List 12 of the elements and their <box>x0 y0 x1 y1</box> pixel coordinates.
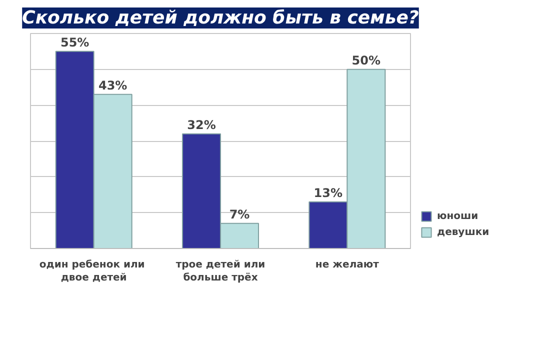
x-tick-label: один ребенок или двое детей <box>39 260 145 284</box>
x-tick-label: трое детей или больше трёх <box>176 260 266 284</box>
data-label: 32% <box>187 118 216 132</box>
data-label: 13% <box>314 186 343 200</box>
legend-label: юноши <box>437 210 478 222</box>
legend-label: девушки <box>437 226 490 238</box>
data-label: 50% <box>352 53 381 68</box>
chart-title: Сколько детей должно быть в семье? <box>22 8 419 28</box>
data-label: 43% <box>98 78 128 92</box>
data-label: 55% <box>60 35 90 50</box>
x-tick-label: не желают <box>315 260 380 270</box>
data-label: 7% <box>229 207 250 222</box>
